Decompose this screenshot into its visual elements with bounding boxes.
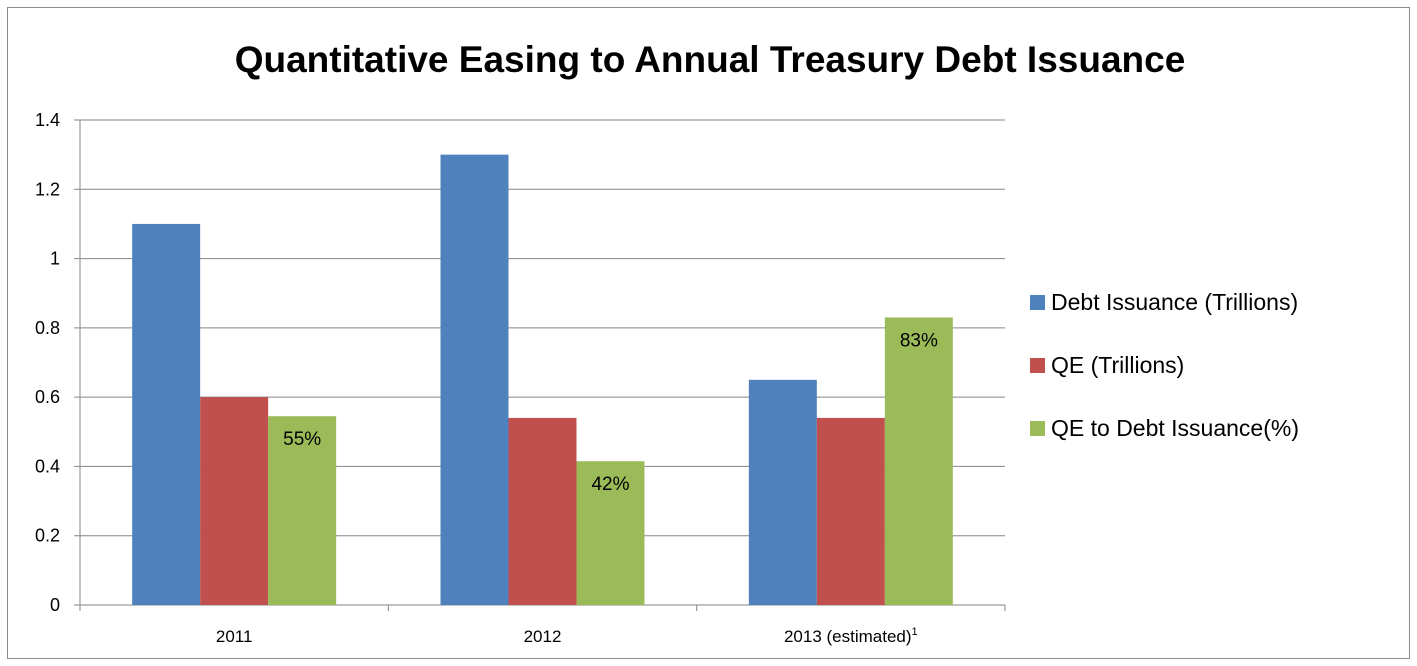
data-label: 55% xyxy=(283,429,321,450)
y-tick-label: 0.2 xyxy=(35,526,60,546)
bar-qe-to-debt-1 xyxy=(576,461,645,605)
bar-qe-to-debt-0 xyxy=(268,416,337,605)
legend-swatch xyxy=(1030,421,1045,436)
bar-qe-to-debt-2 xyxy=(884,317,953,605)
bar-debt-issuance-1 xyxy=(440,154,509,605)
chart-title: Quantitative Easing to Annual Treasury D… xyxy=(235,39,1186,80)
x-tick-label: 2011 xyxy=(216,627,253,646)
data-label: 83% xyxy=(900,330,938,351)
bar-debt-issuance-0 xyxy=(132,223,201,605)
y-axis: 0 0.2 0.4 0.6 0.8 1 1.2 1.4 xyxy=(35,110,81,615)
y-tick-label: 0 xyxy=(50,595,60,615)
y-tick-label: 1 xyxy=(50,249,60,269)
x-axis: 2011 2012 2013 (estimated)1 xyxy=(79,605,1006,646)
legend-swatch xyxy=(1030,358,1045,373)
y-tick-label: 0.6 xyxy=(35,387,60,407)
y-tick-label: 0.4 xyxy=(35,456,60,476)
bar-debt-issuance-2 xyxy=(748,379,817,605)
data-labels: 55% 42% 83% xyxy=(283,330,938,495)
data-label: 42% xyxy=(591,474,629,495)
legend: Debt Issuance (Trillions) QE (Trillions) Q… xyxy=(1030,289,1299,441)
bar-qe-2 xyxy=(816,417,885,605)
legend-label: QE (Trillions) xyxy=(1051,352,1184,378)
legend-swatch xyxy=(1030,295,1045,310)
y-tick-label: 0.8 xyxy=(35,318,60,338)
legend-label: QE to Debt Issuance(%) xyxy=(1051,415,1299,441)
x-tick-label: 2012 xyxy=(524,627,562,646)
bars xyxy=(132,154,953,605)
footnote-marker: 1 xyxy=(912,626,918,638)
y-tick-label: 1.4 xyxy=(35,110,60,130)
x-tick-label: 2013 (estimated)1 xyxy=(784,626,918,646)
legend-label: Debt Issuance (Trillions) xyxy=(1051,289,1298,315)
bar-qe-1 xyxy=(508,417,577,605)
y-tick-label: 1.2 xyxy=(35,179,60,199)
bar-qe-0 xyxy=(200,397,269,605)
